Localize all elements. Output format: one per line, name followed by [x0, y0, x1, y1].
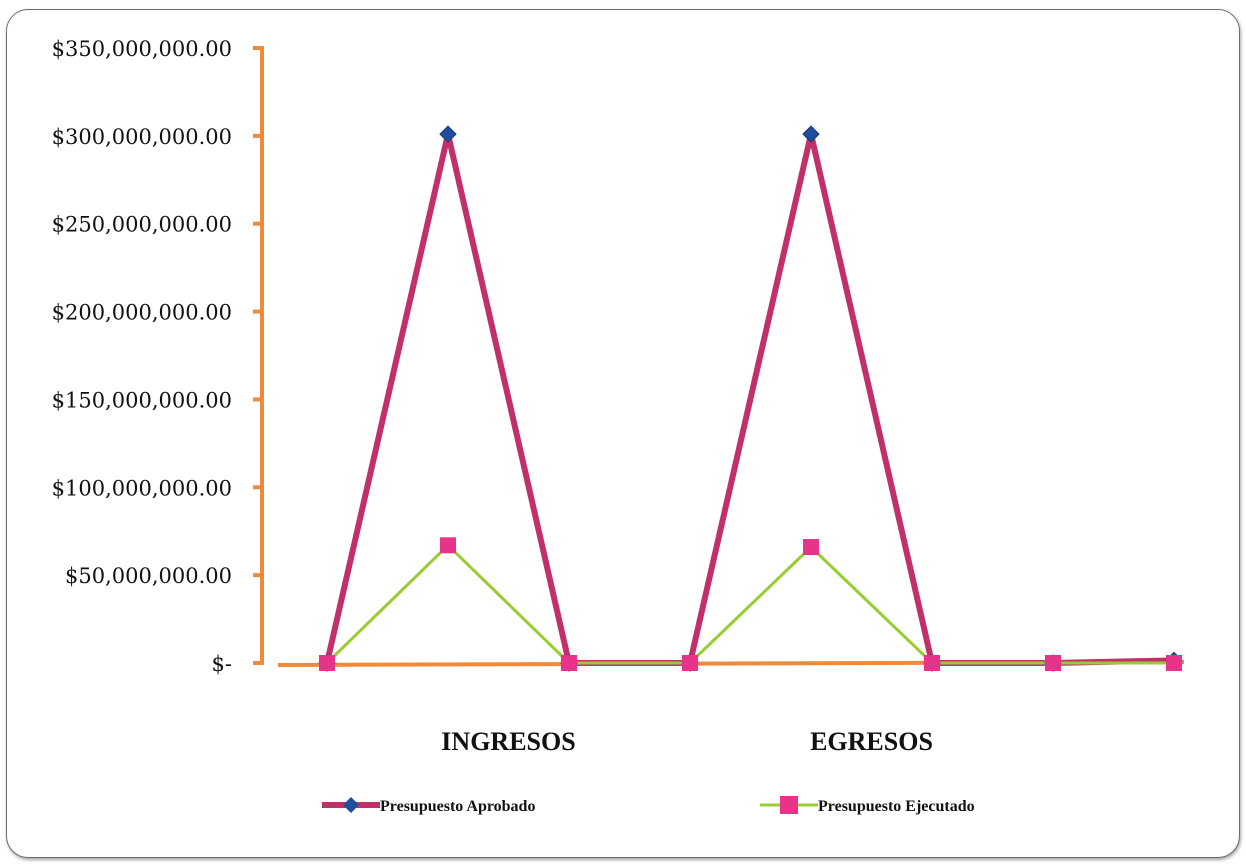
data-point-square — [803, 539, 819, 556]
data-point-square — [1166, 655, 1182, 671]
category-labels: INGRESOS EGRESOS — [441, 727, 933, 756]
y-tick-label: $- — [212, 652, 232, 676]
data-point-square — [924, 655, 940, 671]
series-lines — [324, 133, 1175, 666]
category-label: INGRESOS — [441, 727, 575, 756]
data-point-diamond — [802, 125, 820, 143]
y-tick-label: $150,000,000.00 — [52, 388, 232, 412]
data-point-square — [561, 655, 577, 671]
series-markers — [318, 125, 1183, 672]
y-tick-label: $100,000,000.00 — [52, 476, 232, 500]
legend-label: Presupuesto Ejecutado — [818, 798, 975, 815]
data-point-square — [682, 655, 698, 671]
legend-marker — [343, 797, 359, 813]
series-line — [324, 133, 1175, 666]
data-point-square — [1045, 655, 1061, 671]
data-point-square — [440, 537, 456, 554]
series-line — [325, 543, 1174, 665]
y-tick-label: $300,000,000.00 — [52, 125, 232, 149]
y-tick-label: $250,000,000.00 — [52, 213, 232, 237]
category-label: EGRESOS — [810, 727, 933, 756]
y-tick-label: $50,000,000.00 — [65, 564, 232, 588]
legend-label: Presupuesto Aprobado — [380, 798, 535, 815]
legend-marker — [780, 796, 798, 814]
y-axis-ticks: $350,000,000.00 $300,000,000.00 $250,000,0… — [52, 37, 262, 676]
data-point-diamond — [439, 125, 457, 143]
data-point-square — [319, 655, 335, 671]
y-tick-label: $350,000,000.00 — [52, 37, 232, 61]
legend: Presupuesto Aprobado Presupuesto Ejecutad… — [322, 796, 975, 815]
chart-frame — [6, 9, 1240, 858]
y-tick-label: $200,000,000.00 — [52, 301, 232, 325]
